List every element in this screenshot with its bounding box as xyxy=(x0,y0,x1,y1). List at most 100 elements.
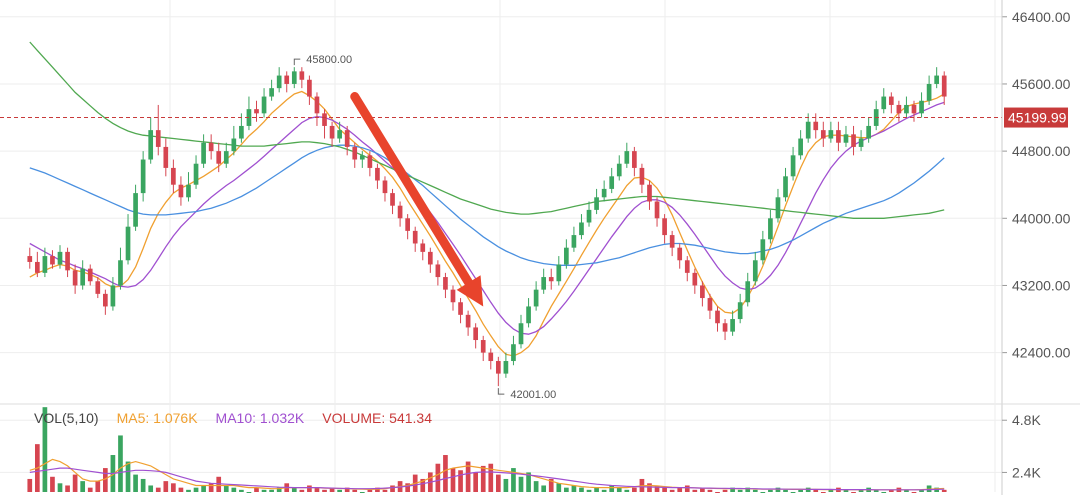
candle-body xyxy=(148,130,154,160)
volume-bar xyxy=(548,478,554,492)
volume-bar xyxy=(163,481,169,492)
candle-body xyxy=(503,361,509,374)
volume-bar xyxy=(450,468,456,492)
candle-body xyxy=(443,277,448,290)
annotation-marker xyxy=(497,388,505,395)
volume-bar xyxy=(359,492,365,493)
volume-bar xyxy=(616,487,622,492)
volume-bar xyxy=(851,492,856,493)
moving-average-line xyxy=(29,41,945,219)
volume-bar xyxy=(148,485,154,492)
candle-body xyxy=(783,176,788,198)
volume-tick-label: 4.8K xyxy=(1012,412,1041,428)
volume-bar xyxy=(798,489,803,492)
annotation-marker xyxy=(293,58,301,66)
volume-tick-label: 2.4K xyxy=(1012,464,1041,480)
volume-bar xyxy=(87,487,93,492)
volume-bar xyxy=(677,487,683,492)
volume-bar xyxy=(420,478,426,492)
candle-body xyxy=(201,142,206,164)
volume-bar xyxy=(155,487,161,492)
candle-body xyxy=(488,352,494,362)
candle-body xyxy=(284,75,290,84)
volume-bar xyxy=(269,489,274,492)
y-tick-label: 42400.00 xyxy=(1012,345,1071,361)
volume-bar xyxy=(171,483,176,492)
candle-body xyxy=(80,268,86,286)
candle-body xyxy=(533,289,539,307)
candle-body xyxy=(390,193,395,206)
volume-bar xyxy=(601,489,607,492)
candle-body xyxy=(548,277,554,282)
candle-body xyxy=(254,109,259,114)
last-price-label: 45199.99 xyxy=(1008,110,1067,126)
trend-arrow-head xyxy=(456,275,484,307)
candle-body xyxy=(95,281,101,294)
candle-body xyxy=(322,113,327,126)
candle-body xyxy=(110,285,116,307)
volume-bar xyxy=(80,481,86,492)
candle-body xyxy=(465,314,471,328)
volume-bar xyxy=(730,487,735,492)
volume-bar xyxy=(911,492,917,493)
candle-body xyxy=(700,285,705,299)
volume-bar xyxy=(254,487,259,492)
candle-body xyxy=(571,235,577,248)
candle-body xyxy=(601,188,607,198)
candle-body xyxy=(556,264,562,282)
candle-body xyxy=(344,130,350,147)
candle-body xyxy=(359,155,365,160)
y-tick-label: 45600.00 xyxy=(1012,76,1071,92)
volume-bar xyxy=(700,487,705,492)
low-annotation: 42001.00 xyxy=(510,389,556,401)
volume-bar xyxy=(382,489,388,492)
volume-bar xyxy=(223,485,229,492)
volume-bar xyxy=(707,489,713,492)
volume-bar xyxy=(752,489,758,492)
candle-body xyxy=(911,104,917,114)
last-price-badge xyxy=(1004,107,1068,128)
volume-bar xyxy=(208,483,214,492)
volume-bar xyxy=(881,492,887,493)
candle-body xyxy=(412,230,418,244)
candle-body xyxy=(72,270,78,286)
candle-body xyxy=(239,125,244,139)
candle-body xyxy=(299,71,305,80)
volume-bar xyxy=(541,485,547,492)
volume-bar xyxy=(405,483,410,492)
candle-body xyxy=(118,260,123,286)
volume-bar xyxy=(571,485,577,492)
volume-bar xyxy=(941,489,947,492)
volume-bar xyxy=(556,483,562,492)
price-grid xyxy=(0,0,1002,403)
candle-body xyxy=(352,146,358,160)
volume-bar xyxy=(495,474,501,492)
volume-bar xyxy=(783,489,788,492)
candle-body xyxy=(768,218,773,240)
volume-bar xyxy=(919,489,924,492)
volume-bar xyxy=(511,468,516,492)
volume-bar xyxy=(246,492,252,493)
candle-body xyxy=(586,209,592,223)
candle-body xyxy=(752,260,758,282)
volume-bar xyxy=(465,461,471,492)
candle-body xyxy=(684,260,690,273)
volume-bar xyxy=(662,487,667,492)
candle-body xyxy=(692,272,698,286)
volume-bar xyxy=(193,487,199,492)
volume-bar xyxy=(352,489,358,492)
candle-body xyxy=(42,256,48,273)
candle-body xyxy=(125,226,131,261)
candle-body xyxy=(722,323,728,332)
candle-body xyxy=(450,289,456,303)
candle-body xyxy=(171,167,176,185)
volume-bar xyxy=(57,483,63,492)
volume-bar xyxy=(133,474,138,492)
candle-body xyxy=(261,96,267,114)
candle-body xyxy=(208,142,214,152)
volume-bar xyxy=(775,487,781,492)
candle-body xyxy=(888,96,894,105)
volume-ma-line xyxy=(29,467,945,491)
candle-body xyxy=(186,184,191,198)
